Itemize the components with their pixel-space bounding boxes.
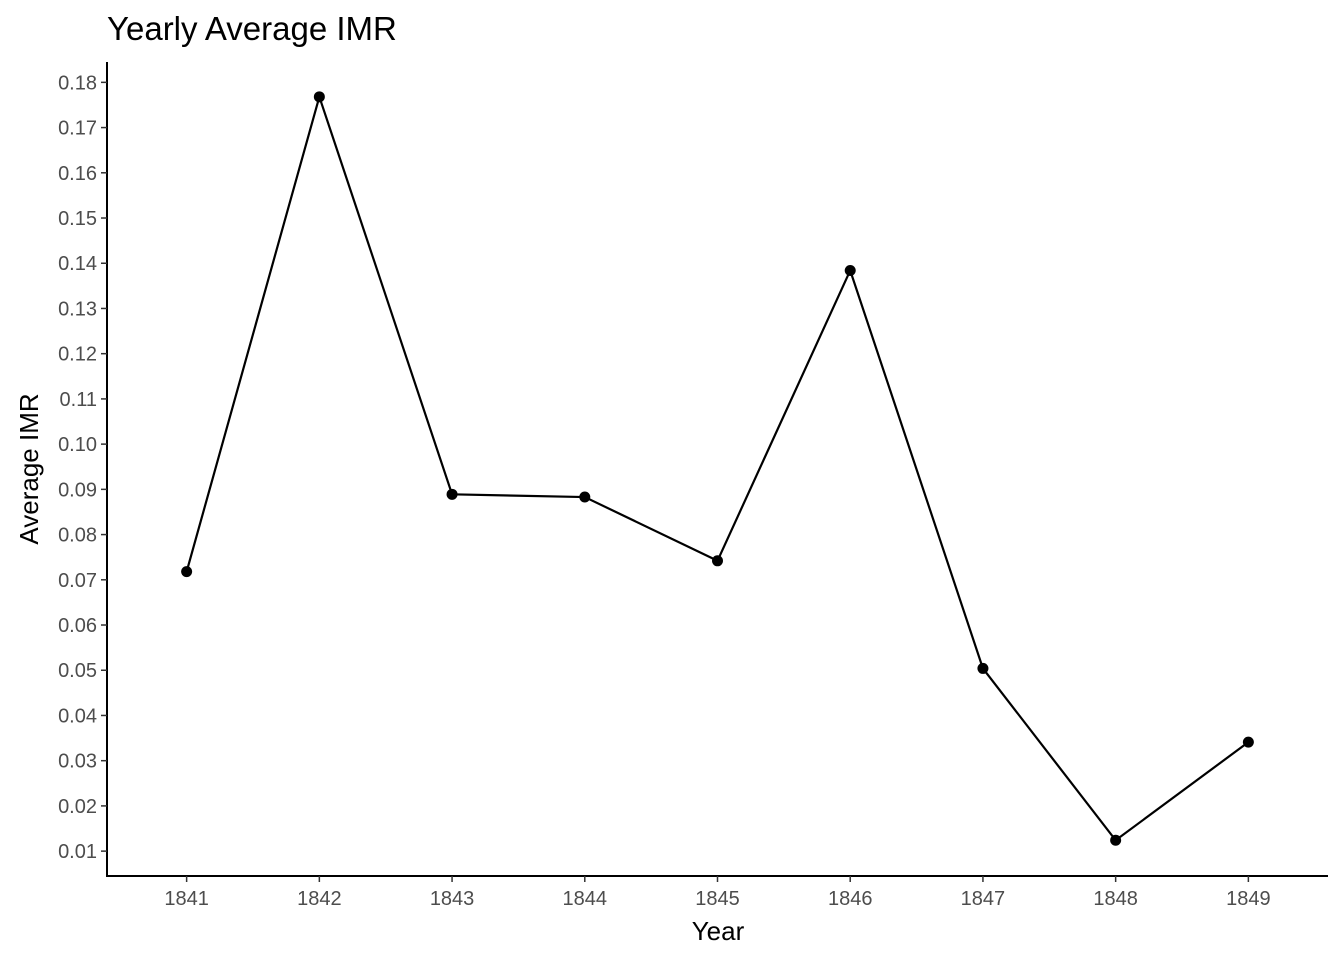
data-point — [446, 488, 458, 500]
y-axis: 0.01 0.02 0.03 0.04 0.05 0.06 0.07 0.08 0.09 0.10… — [58, 62, 108, 877]
y-tick-label: 0.11 — [60, 389, 97, 411]
y-tick-label: 0.06 — [58, 615, 97, 637]
data-point — [1242, 736, 1254, 748]
x-axis-title: Year — [692, 916, 745, 946]
y-axis-title: Average IMR — [14, 393, 44, 544]
x-tick-label: 1842 — [297, 888, 342, 910]
y-tick-label: 0.12 — [58, 344, 97, 366]
y-tick-label: 0.13 — [58, 298, 97, 320]
y-tick-label: 0.04 — [58, 705, 97, 727]
data-point — [1110, 834, 1122, 846]
y-tick-label: 0.09 — [58, 479, 97, 501]
x-tick-label: 1848 — [1093, 888, 1138, 910]
y-tick-label: 0.02 — [58, 796, 97, 818]
y-tick-label: 0.03 — [58, 751, 97, 773]
y-tick-label: 0.14 — [58, 253, 97, 275]
data-point — [977, 662, 989, 674]
data-point — [579, 491, 591, 503]
data-point — [844, 264, 856, 276]
x-tick-label: 1845 — [695, 888, 740, 910]
x-tick-label: 1843 — [430, 888, 475, 910]
y-tick-label: 0.05 — [58, 660, 97, 682]
data-point — [712, 555, 723, 567]
x-tick-label: 1844 — [563, 888, 608, 910]
y-tick-label: 0.10 — [58, 434, 97, 456]
y-tick-label: 0.07 — [58, 570, 97, 592]
series-line — [185, 93, 1250, 842]
y-tick-label: 0.15 — [58, 208, 97, 230]
chart-title: Yearly Average IMR — [107, 10, 397, 47]
y-tick-label: 0.08 — [58, 525, 97, 547]
y-tick-label: 0.16 — [58, 163, 97, 185]
data-point — [313, 91, 325, 103]
x-axis: 1841 1842 1843 1844 1845 1846 1847 1848 1849 — [107, 875, 1328, 910]
x-tick-label: 1849 — [1226, 888, 1271, 910]
data-points — [181, 91, 1254, 846]
x-tick-label: 1841 — [164, 888, 209, 910]
data-point — [181, 566, 193, 578]
x-tick-label: 1846 — [828, 888, 873, 910]
x-tick-label: 1847 — [961, 888, 1006, 910]
y-tick-label: 0.18 — [58, 72, 97, 94]
y-tick-label: 0.17 — [58, 118, 97, 140]
y-tick-label: 0.01 — [58, 841, 97, 863]
